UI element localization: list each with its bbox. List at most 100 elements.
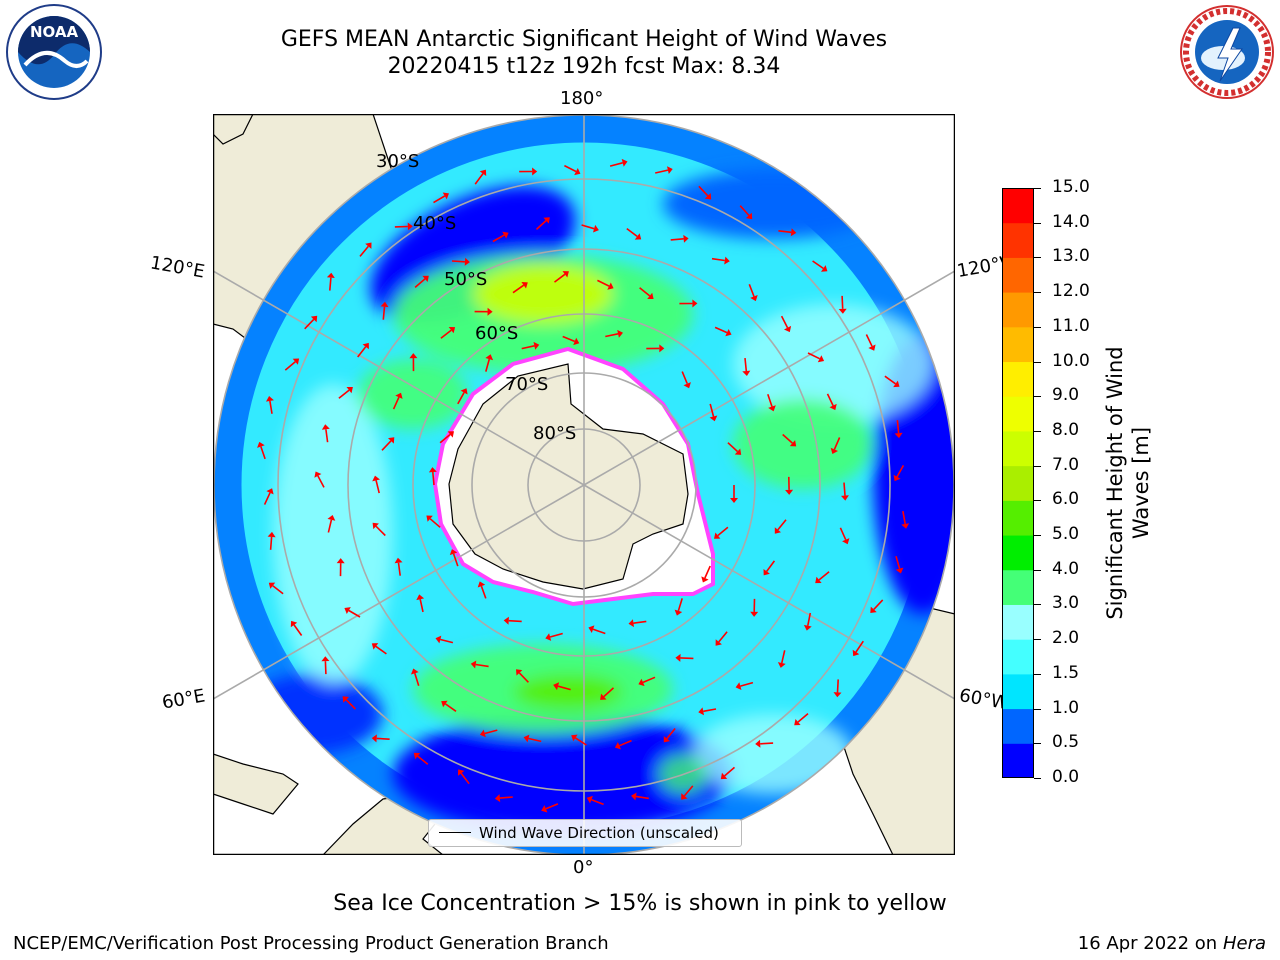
wind-vector-head (742, 370, 751, 376)
colorbar-tick-label: 7.0 (1052, 454, 1080, 475)
wind-vector-shaft (485, 358, 491, 372)
wind-vector-shaft (375, 480, 380, 494)
wind-vector-head (344, 607, 351, 614)
wind-vector-head (838, 308, 847, 314)
wind-vector-head (574, 168, 581, 176)
colorbar-swatch (1002, 743, 1034, 779)
lat-label-80s: 80°S (533, 423, 577, 444)
wind-vector-head (734, 448, 742, 455)
wind-vector-shaft (781, 650, 786, 664)
wind-vector-shaft (605, 333, 619, 338)
nws-logo (1178, 3, 1276, 101)
sea-ice-note: Sea Ice Concentration > 15% is shown in … (333, 891, 947, 916)
wind-vector-head (257, 441, 265, 448)
wind-vector-shaft (554, 273, 566, 283)
wind-vector-shaft (709, 403, 715, 417)
wind-vector-head (730, 498, 738, 503)
wind-vector-head (464, 257, 470, 266)
wind-vector-shaft (812, 260, 824, 270)
wind-vector-shaft (484, 729, 498, 735)
lat-label-40s: 40°S (413, 213, 457, 234)
colorbar-tick-mark (1034, 465, 1041, 467)
colorbar-swatch (1002, 604, 1034, 640)
wind-vector-head (372, 475, 380, 482)
colorbar-swatch (1002, 535, 1034, 571)
wind-vector-head (441, 700, 448, 708)
wind-vector-head (829, 403, 837, 411)
wind-vector-head (647, 292, 654, 299)
wind-vector-head (394, 557, 403, 564)
wind-vector-head (704, 193, 712, 200)
wind-vector-head (674, 609, 683, 616)
wind-vector-head (593, 224, 599, 233)
wind-vector-shaft (777, 519, 787, 531)
wind-vector-shaft (717, 526, 729, 537)
wind-vector-head (470, 660, 477, 669)
wind-vector-shaft (703, 708, 717, 713)
colorbar-swatch (1002, 188, 1034, 224)
colorbar-tick-mark (1034, 604, 1041, 606)
wind-vector-head (745, 212, 753, 220)
wind-vector-head (372, 522, 379, 530)
wind-vector-head (803, 624, 812, 631)
wind-vector-shaft (357, 346, 367, 358)
wind-vector-shaft (760, 742, 774, 745)
wind-vector-head (763, 569, 770, 576)
wind-vector-head (750, 295, 758, 302)
wind-vector-head (447, 431, 454, 438)
wind-vector-shaft (460, 772, 470, 785)
wind-vector-shaft (528, 737, 542, 743)
wind-vector-head (725, 329, 732, 337)
map-canvas (213, 114, 955, 855)
wind-vector-head (449, 549, 458, 556)
wind-wave-vectors (257, 158, 910, 813)
wind-vector-shaft (843, 482, 846, 496)
colorbar-tick-mark (1034, 743, 1041, 745)
wind-vector-head (371, 643, 379, 650)
wind-vector-head (266, 396, 274, 402)
wind-vector-shaft (444, 703, 457, 712)
wind-vector-head (817, 355, 825, 363)
wind-vector-shaft (767, 394, 773, 407)
wind-vector-head (521, 282, 528, 289)
wind-vector-shaft (681, 371, 688, 384)
wind-vector-shaft (518, 672, 529, 683)
noaa-logo-text: NOAA (30, 23, 79, 41)
wind-vector-head (516, 669, 523, 676)
colorbar-tick-mark (1034, 708, 1041, 710)
colorbar-tick-label: 14.0 (1052, 211, 1090, 232)
wind-vector-head (614, 742, 621, 750)
colorbar-swatch (1002, 326, 1034, 363)
wind-vector-head (326, 272, 335, 278)
wind-vector-shaft (714, 326, 728, 334)
colorbar-tick-label: 0.0 (1052, 767, 1080, 787)
wind-vector-head (821, 265, 828, 272)
wind-vector-shaft (778, 230, 792, 234)
colorbar-tick-mark (1034, 569, 1041, 571)
wind-vector-shaft (603, 687, 615, 698)
wind-vector-head (523, 734, 530, 743)
wind-vector-head (448, 327, 456, 334)
wind-vector-shaft (619, 739, 632, 747)
wind-vector-shaft (727, 442, 739, 453)
lat-label-30s: 30°S (376, 151, 420, 172)
wind-vector-shaft (263, 492, 271, 505)
wind-vector-shaft (429, 518, 441, 528)
wind-vector-shaft (535, 220, 547, 230)
wind-vector-head (842, 538, 850, 545)
wind-vector-shaft (562, 335, 576, 343)
colorbar-tick-label: 4.0 (1052, 558, 1080, 579)
wind-vector-head (833, 692, 842, 698)
map-legend: Wind Wave Direction (unscaled) (428, 819, 742, 847)
chart-title: GEFS MEAN Antarctic Significant Height o… (280, 27, 888, 52)
wind-vector-head (380, 301, 389, 308)
wind-vector-head (321, 656, 330, 662)
wind-vector-shaft (492, 234, 505, 243)
wind-vector-head (416, 594, 425, 601)
wind-vector-head (346, 387, 353, 394)
wind-vector-shaft (855, 640, 864, 653)
wind-vector-shaft (269, 536, 273, 550)
wind-vector-shaft (833, 437, 841, 450)
wind-vector-head (683, 382, 691, 389)
wind-vector-head (634, 233, 642, 240)
